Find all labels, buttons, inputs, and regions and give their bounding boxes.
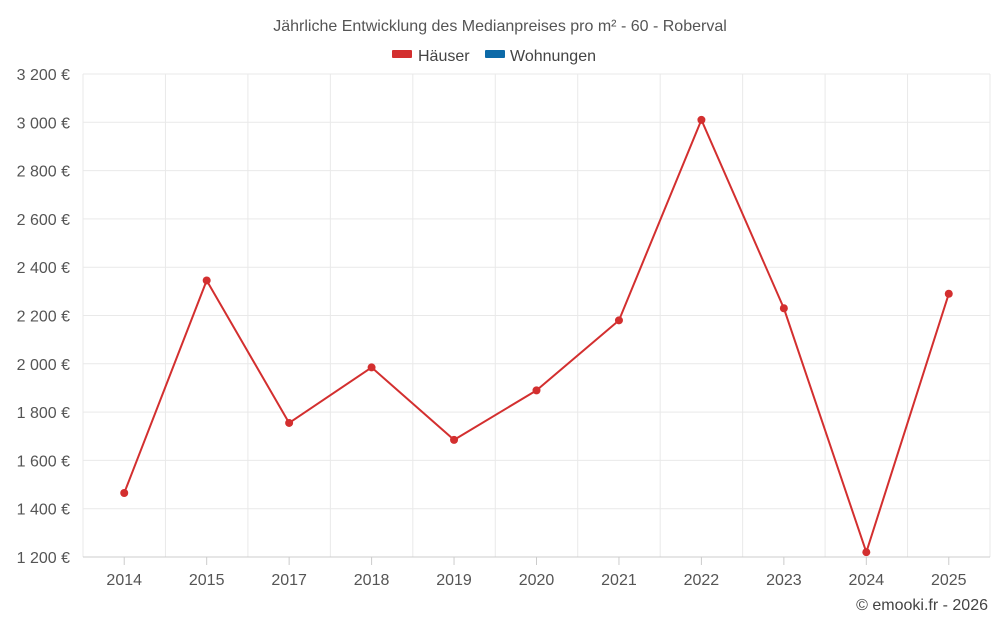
gridlines bbox=[82, 73, 991, 558]
y-tick-label: 2 800 € bbox=[17, 164, 70, 181]
legend-item-wohnungen[interactable]: Wohnungen bbox=[485, 48, 596, 65]
credit-text: © emooki.fr - 2026 bbox=[856, 597, 988, 614]
x-tick-label: 2018 bbox=[354, 572, 390, 589]
data-point[interactable] bbox=[779, 304, 788, 313]
data-point[interactable] bbox=[697, 115, 706, 124]
x-tick-label: 2024 bbox=[849, 572, 885, 589]
x-tick-label: 2025 bbox=[931, 572, 967, 589]
data-point[interactable] bbox=[532, 386, 541, 395]
data-point[interactable] bbox=[202, 276, 211, 285]
y-tick-label: 3 000 € bbox=[17, 115, 70, 132]
x-tick-label: 2023 bbox=[766, 572, 802, 589]
data-point[interactable] bbox=[367, 363, 376, 372]
legend-swatch-wohnungen bbox=[485, 50, 505, 58]
y-axis: 1 200 € 1 400 € 1 600 € 1 800 € 2 000 € 2 200… bbox=[17, 67, 70, 567]
legend-swatch-haeuser bbox=[392, 50, 412, 58]
y-tick-label: 1 200 € bbox=[17, 550, 70, 567]
series-haeuser bbox=[120, 115, 953, 557]
x-tick-label: 2020 bbox=[519, 572, 555, 589]
y-tick-label: 2 600 € bbox=[17, 212, 70, 229]
x-tick-label: 2021 bbox=[601, 572, 637, 589]
y-tick-label: 3 200 € bbox=[17, 67, 70, 84]
y-tick-label: 1 600 € bbox=[17, 453, 70, 470]
x-tick-label: 2017 bbox=[271, 572, 307, 589]
y-tick-label: 2 000 € bbox=[17, 357, 70, 374]
y-tick-label: 1 800 € bbox=[17, 405, 70, 422]
y-tick-label: 1 400 € bbox=[17, 502, 70, 519]
data-point[interactable] bbox=[120, 489, 129, 498]
x-tick-label: 2022 bbox=[684, 572, 720, 589]
legend-label-haeuser: Häuser bbox=[418, 48, 470, 65]
chart-title: Jährliche Entwicklung des Medianpreises … bbox=[273, 18, 727, 35]
y-tick-label: 2 400 € bbox=[17, 260, 70, 277]
legend: Häuser Wohnungen bbox=[392, 48, 596, 65]
x-axis: 2014 2015 2017 2018 2019 2020 2021 2022 2023 2024… bbox=[83, 556, 990, 589]
y-tick-label: 2 200 € bbox=[17, 309, 70, 326]
data-point[interactable] bbox=[285, 418, 294, 427]
data-point[interactable] bbox=[862, 548, 871, 557]
x-tick-label: 2019 bbox=[436, 572, 472, 589]
legend-item-haeuser[interactable]: Häuser bbox=[392, 48, 470, 65]
data-point[interactable] bbox=[944, 289, 953, 298]
x-tick-label: 2015 bbox=[189, 572, 225, 589]
x-tick-label: 2014 bbox=[106, 572, 142, 589]
data-point[interactable] bbox=[614, 316, 623, 325]
data-point[interactable] bbox=[450, 435, 459, 444]
legend-label-wohnungen: Wohnungen bbox=[510, 48, 596, 65]
